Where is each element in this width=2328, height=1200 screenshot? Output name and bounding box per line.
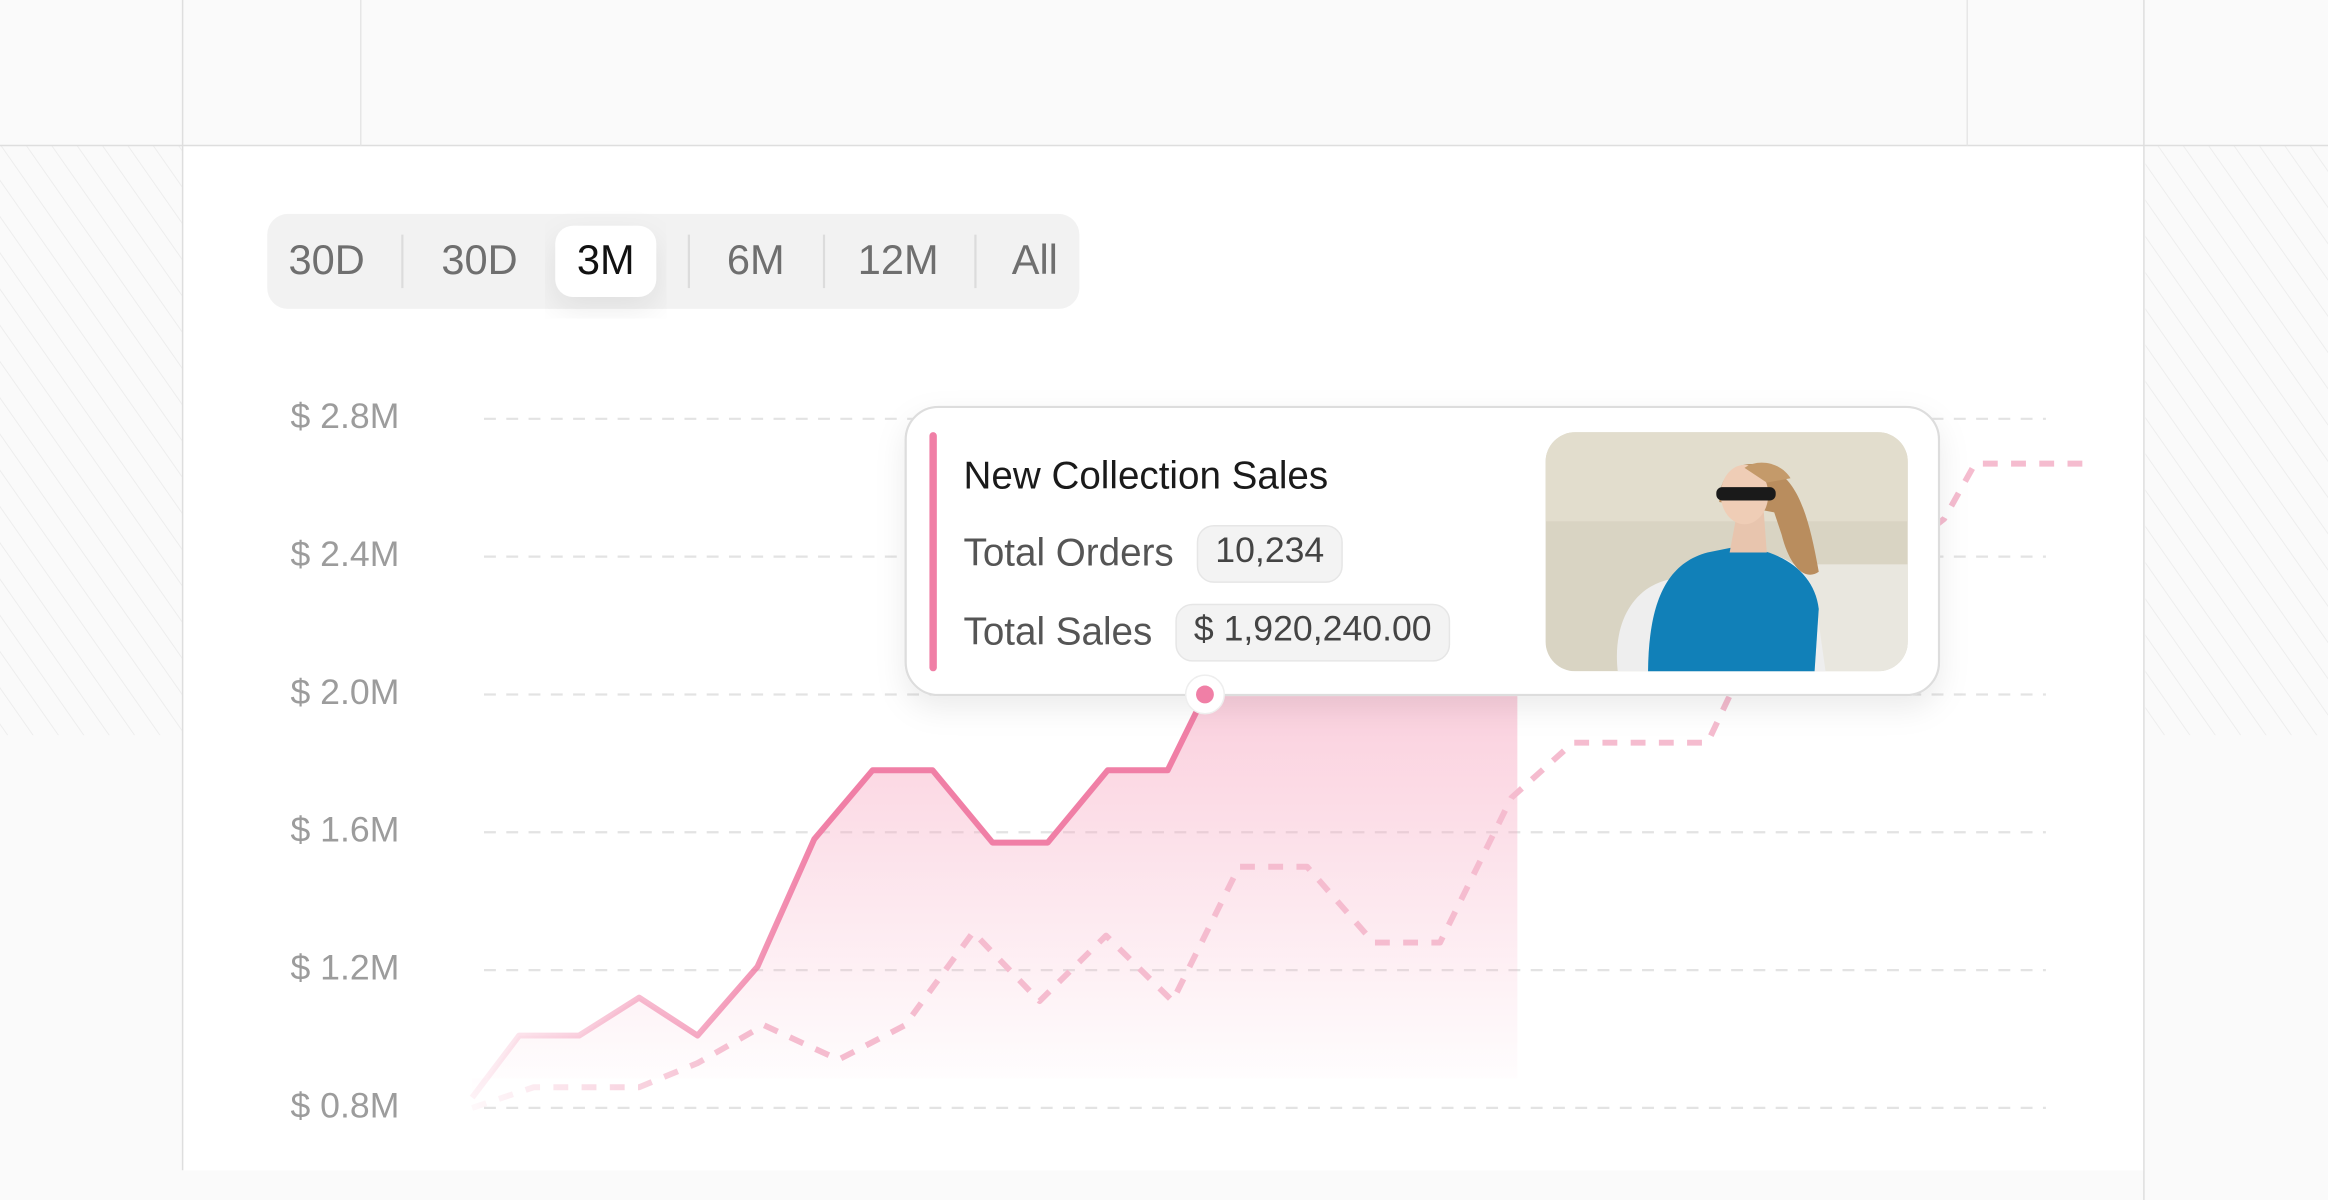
hover-marker (1196, 685, 1214, 704)
tooltip-accent (929, 432, 937, 672)
tab[interactable]: 6M (727, 236, 785, 283)
series-line (469, 693, 1208, 1100)
tooltip-value: 10,234 (1215, 530, 1324, 570)
tooltip-pill (1196, 525, 1343, 583)
y-tick-label: $ 2.4M (290, 534, 399, 574)
tooltip-pill (1175, 603, 1451, 662)
y-tick-label: $ 2.0M (290, 672, 399, 712)
series-line (471, 460, 2094, 1111)
tab-active-bg (555, 225, 657, 298)
tab[interactable]: 3M (577, 236, 635, 283)
tooltip-label: Total Sales (964, 610, 1153, 653)
y-tick-label: $ 1.2M (290, 948, 399, 988)
tab[interactable]: 30D (441, 236, 517, 283)
tab[interactable]: 12M (858, 236, 939, 283)
hatch-right (2145, 145, 2328, 736)
tooltip-value: $ 1,920,240.00 (1194, 609, 1432, 649)
tooltip: New Collection Sales Total Orders 10,234 T… (904, 405, 1941, 697)
y-tick-label: $ 2.8M (290, 396, 399, 436)
range-tabs: 30D 30D 3M 6M 12M All (267, 213, 1080, 309)
y-tick-label: $ 0.8M (290, 1085, 399, 1125)
tab[interactable]: 30D (289, 236, 365, 283)
tooltip-label: Total Orders (964, 532, 1174, 575)
hatch-left (0, 145, 183, 736)
tab-bar (267, 213, 1080, 309)
tab[interactable]: All (1012, 236, 1058, 283)
y-tick-label: $ 1.6M (290, 810, 399, 850)
tooltip-title: New Collection Sales (964, 454, 1329, 497)
plot: $ 2.8M $ 2.4M $ 2.0M $ 1.6M $ 1.2M $ 0.8M (290, 396, 2094, 1125)
product-image (1545, 432, 1908, 672)
